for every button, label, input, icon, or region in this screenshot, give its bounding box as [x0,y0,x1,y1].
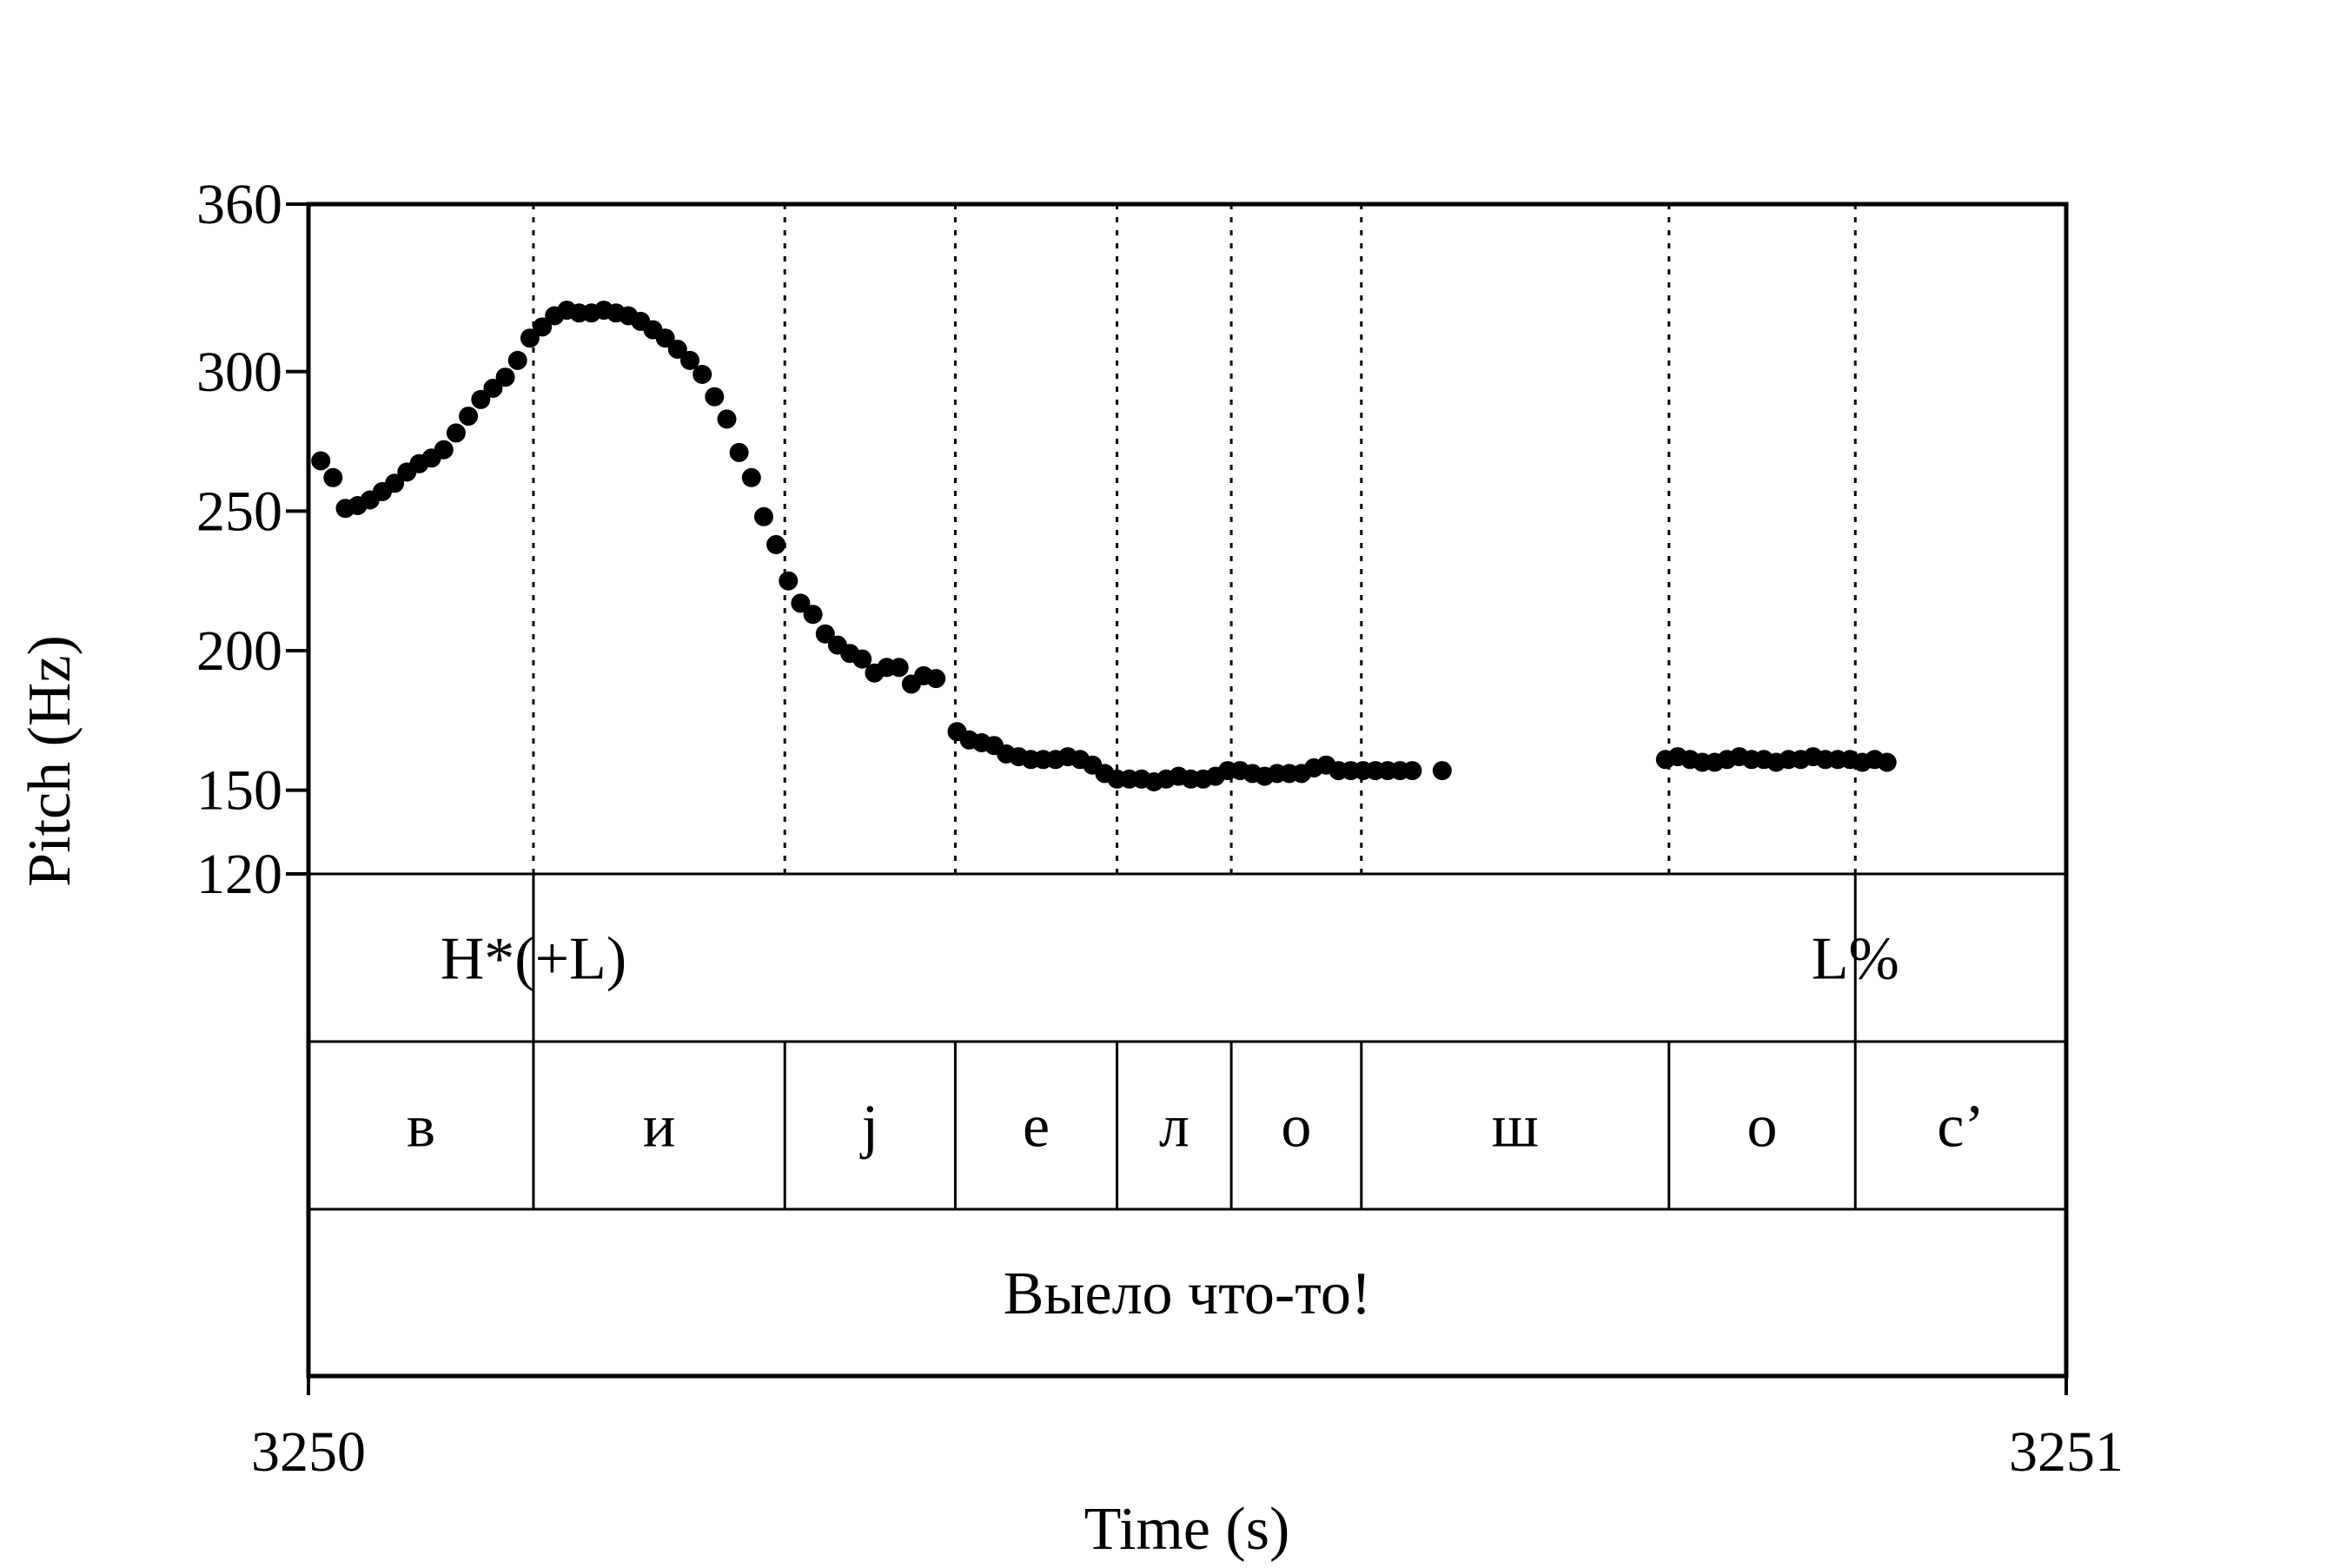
segment-label-6: ш [1492,1094,1539,1161]
tone-label-0: H*(+L) [441,926,626,993]
pitch-point-50 [926,669,946,689]
pitch-point-39 [791,593,811,613]
pitch-point-108 [1877,752,1897,772]
annotation-tiers: H*(+L) L% в и j е л о ш о с’ Выело что-то! [407,874,1985,1327]
pitch-point-15 [495,367,515,387]
pitch-point-35 [741,467,761,487]
segment-label-4: л [1159,1094,1190,1161]
y-tick-label-2: 200 [196,619,282,683]
pitch-point-89 [1432,761,1452,781]
pitch-point-13 [471,389,491,409]
pitch-points [311,301,1897,791]
pitch-point-29 [667,340,687,359]
pitch-point-0 [311,451,331,471]
pitch-point-33 [717,409,737,429]
y-tick-label-4: 300 [196,341,282,404]
segment-label-7: о [1747,1094,1778,1161]
x-axis-title: Time (s) [1084,1496,1290,1563]
pitch-point-41 [815,624,835,644]
pitch-point-1 [323,467,343,487]
pitch-point-31 [693,365,712,384]
x-tick-label-0: 3250 [251,1420,366,1484]
pitch-point-36 [754,506,773,526]
segment-label-2: j [859,1094,878,1161]
y-axis-ticks: 120 150 200 250 300 360 [196,173,308,906]
pitch-point-6 [385,473,405,493]
pitch-point-38 [779,571,799,591]
x-tick-label-1: 3251 [2009,1420,2124,1484]
segment-label-5: о [1281,1094,1311,1161]
y-tick-label-1: 150 [196,759,282,823]
pitch-point-37 [766,534,786,554]
pitch-point-18 [533,317,553,337]
segment-label-1: и [643,1094,675,1161]
outer-frame [306,202,2069,1379]
pitch-point-12 [459,407,479,427]
x-axis-ticks: 3250 3251 [251,1376,2124,1484]
pitch-point-16 [507,350,527,370]
pitch-point-44 [852,649,872,669]
segment-label-8: с’ [1937,1094,1984,1161]
pitch-point-40 [803,605,823,625]
pitch-point-30 [680,350,699,370]
pitch-point-34 [729,442,749,462]
pitch-point-28 [655,328,675,348]
pitch-point-11 [446,423,466,443]
segment-label-3: е [1023,1094,1050,1161]
pitch-point-47 [889,658,909,678]
y-tick-label-5: 360 [196,173,282,236]
pitch-point-14 [483,379,503,398]
segment-label-0: в [407,1094,435,1161]
chart-frame [306,202,2069,1379]
pitch-point-17 [520,328,540,348]
tone-label-1: L% [1812,926,1899,993]
y-axis-title: Pitch (Hz) [17,635,83,887]
pitch-point-88 [1402,761,1422,781]
phrase-label: Выело что-то! [1004,1260,1371,1327]
pitch-point-32 [705,387,725,407]
pitch-point-10 [434,440,454,460]
y-tick-label-3: 250 [196,480,282,543]
y-tick-label-0: 120 [196,843,282,906]
